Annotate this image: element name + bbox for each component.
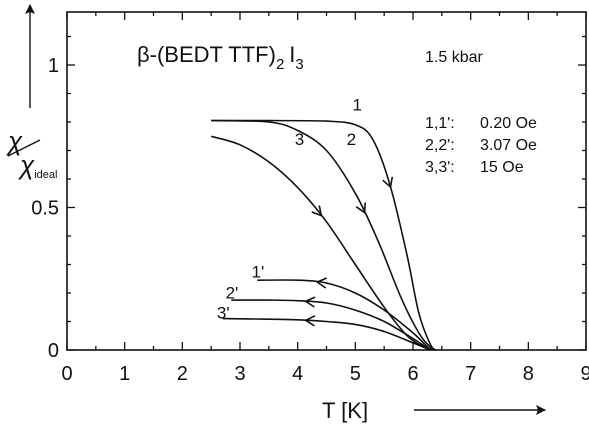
x-tick-label: 9 (580, 363, 589, 385)
curve-labels: 1 2 3 1' 2'3' (217, 96, 362, 323)
curve-label: 1' (252, 262, 265, 281)
curve-label: 2 (347, 130, 356, 149)
curve-label: 2' (226, 284, 239, 303)
legend-value: 3.07 Oe (480, 137, 537, 154)
legend: 1,1': 0.20 Oe 2,2': 3.07 Oe 3,3': 15 Oe (425, 115, 537, 176)
direction-arrow-1p (315, 277, 328, 289)
x-label-text: T [K] (322, 398, 368, 423)
x-tick-label: 2 (177, 363, 188, 385)
y-axis-label: χ χideal (6, 4, 57, 181)
legend-key: 3,3': (425, 159, 455, 176)
direction-arrow-3p (304, 315, 316, 327)
y-tick-label: 1 (48, 55, 59, 77)
x-axis-label: T [K] (322, 398, 546, 423)
series-line-1p (257, 279, 431, 351)
y-label-denominator: χideal (18, 150, 57, 181)
series-line-2p (231, 299, 431, 351)
chart-title: β-(BEDT TTF)2 I3 (137, 42, 304, 73)
legend-key: 1,1': (425, 115, 455, 132)
x-tick-label: 6 (407, 363, 418, 385)
curve-label: 3 (295, 130, 304, 149)
tick-marks (66, 12, 587, 351)
legend-value: 15 Oe (480, 159, 524, 176)
series-line-1 (211, 119, 437, 351)
x-tick-label: 7 (465, 363, 476, 385)
curve-label: 1 (352, 96, 361, 115)
direction-arrow-2p (304, 296, 316, 308)
series-line-3p (222, 317, 431, 351)
pressure-label: 1.5 kbar (425, 49, 483, 66)
x-tick-labels: 0 1 2 3 4 5 6 7 8 9 (61, 363, 589, 385)
y-tick-labels: 00.51 (31, 55, 59, 362)
curve-label: 3' (217, 304, 230, 323)
legend-value: 0.20 Oe (480, 115, 537, 132)
x-tick-label: 3 (234, 363, 245, 385)
direction-arrow-1 (382, 176, 394, 189)
direction-arrow-2 (355, 202, 366, 215)
y-tick-label: 0.5 (31, 198, 59, 220)
series-layer (210, 119, 437, 351)
series-line-2 (211, 119, 437, 351)
x-tick-label: 5 (350, 363, 361, 385)
series-line-3 (210, 135, 437, 351)
direction-arrow-3 (311, 205, 323, 217)
x-tick-label: 0 (61, 363, 72, 385)
x-tick-label: 4 (292, 363, 303, 385)
x-tick-label: 8 (523, 363, 534, 385)
x-tick-label: 1 (119, 363, 130, 385)
y-label-numerator: χ (6, 126, 23, 156)
legend-key: 2,2': (425, 137, 455, 154)
y-tick-label: 0 (48, 340, 59, 362)
